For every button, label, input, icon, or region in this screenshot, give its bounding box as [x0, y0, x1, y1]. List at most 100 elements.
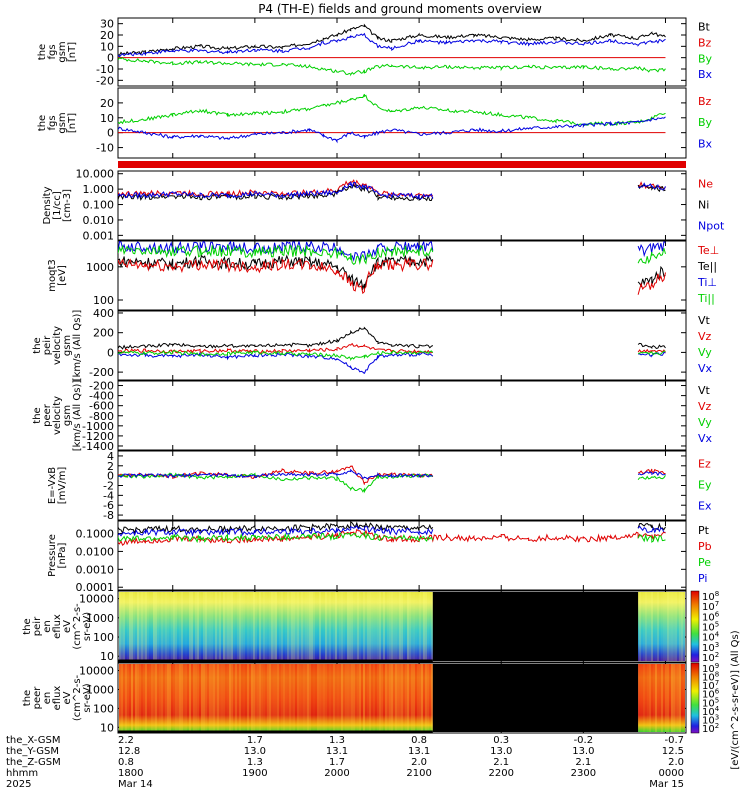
y-tick-label: -4 — [103, 489, 114, 502]
spectrogram-streak — [191, 664, 193, 732]
y-tick-label: 10 — [100, 721, 114, 734]
spectrogram-streak — [679, 592, 681, 661]
spectrogram-streak — [213, 592, 215, 661]
y-tick-label: 0.0100 — [76, 545, 115, 558]
spectrogram-streak — [177, 664, 179, 732]
y-tick-label: 0 — [107, 470, 114, 483]
spectrogram-streak — [683, 592, 685, 661]
y-tick-label: 1000 — [86, 261, 114, 274]
spectrogram-streak — [375, 664, 377, 732]
y-tick-label: 0.010 — [83, 214, 115, 227]
spectrogram-streak — [243, 664, 245, 732]
spectrogram-streak — [209, 664, 211, 732]
colorbar-tick-exponent: 2 — [715, 722, 719, 730]
spectrogram-streak — [333, 664, 335, 732]
footer-row-label: the_Z-GSM — [6, 757, 61, 768]
spectrogram-streak — [145, 592, 147, 661]
spectrogram-streak — [217, 592, 219, 661]
colorbar-tick-exponent: 6 — [715, 688, 720, 696]
spectrogram-streak — [421, 592, 423, 661]
spectrogram-streak — [409, 592, 411, 661]
panel-fgs_gsm_2: 20 10 0 -10 the fgs gsm [nT] Bz By Bx — [37, 87, 713, 159]
footer-cell: 12.5 — [662, 746, 684, 757]
spectrogram-streak — [257, 592, 259, 661]
footer-cell: 2000 — [324, 768, 349, 779]
spectrogram-streak — [153, 664, 155, 732]
spectrogram-streak — [215, 592, 217, 661]
plot-title: P4 (TH-E) fields and ground moments over… — [258, 2, 542, 16]
spectrogram-streak — [425, 592, 427, 661]
footer-cell: 13.0 — [244, 746, 266, 757]
spectrogram-streak — [429, 592, 431, 661]
spectrogram-streak — [639, 664, 641, 732]
series-te — [118, 257, 666, 295]
spectrogram-streak — [643, 592, 645, 661]
spectrogram-streak — [169, 664, 171, 732]
spectrogram-streak — [145, 664, 147, 732]
spectrogram-streak — [397, 664, 399, 732]
spectrogram-streak — [241, 592, 243, 661]
spectrogram-streak — [205, 592, 207, 661]
spectrogram-streak — [235, 592, 237, 661]
spectrogram-streak — [175, 664, 177, 732]
spectrogram-streak — [251, 592, 253, 661]
spectrogram-streak — [377, 664, 379, 732]
spectrogram-streak — [303, 664, 305, 732]
panel-peir_velocity: 400 200 0 -200 the peir velocity gsm [km/s (All … — [32, 307, 713, 381]
y-axis-label: (cm^2-s- — [72, 674, 83, 721]
spectrogram-streak — [423, 592, 425, 661]
spectrogram-streak — [139, 592, 141, 661]
spectrogram-streak — [675, 592, 677, 661]
spectrogram-streak — [283, 592, 285, 661]
spectrogram-streak — [171, 592, 173, 661]
spectrogram-streak — [261, 592, 263, 661]
y-tick-label: -200 — [89, 366, 114, 379]
spectrogram-streak — [197, 592, 199, 661]
y-axis-label: [mV/m] — [57, 467, 68, 505]
spectrogram-streak — [299, 592, 301, 661]
colorbar-strip — [690, 662, 700, 734]
spectrogram-streak — [323, 592, 325, 661]
y-axis-label: en — [42, 692, 53, 705]
spectrogram-streak — [231, 592, 233, 661]
spectrogram-streak — [385, 664, 387, 732]
spectrogram-streak — [267, 664, 269, 732]
spectrogram-streak — [677, 664, 679, 732]
legend-vt: Vt — [698, 384, 711, 397]
spectrogram-streak — [195, 664, 197, 732]
spectrogram-streak — [291, 592, 293, 661]
spectrogram-streak — [281, 664, 283, 732]
colorbar-tick-exponent: 5 — [715, 621, 719, 629]
spectrogram-streak — [233, 592, 235, 661]
y-tick-label: 10 — [100, 112, 114, 125]
y-axis-label: [nPa] — [57, 542, 68, 568]
spectrogram-streak — [361, 592, 363, 661]
spectrogram-streak — [253, 664, 255, 732]
spectrogram-streak — [649, 664, 651, 732]
y-tick-label: 0.0010 — [76, 563, 115, 576]
spectrogram-streak — [669, 664, 671, 732]
spectrogram-streak — [149, 592, 151, 661]
spectrogram-streak — [657, 592, 659, 661]
y-tick-label: -20 — [96, 74, 114, 87]
spectrogram-streak — [273, 592, 275, 661]
spectrogram-streak — [151, 592, 153, 661]
spectrogram-streak — [193, 592, 195, 661]
y-tick-label: 0.1000 — [76, 528, 115, 541]
spectrogram-streak — [273, 664, 275, 732]
spectrogram-streak — [291, 664, 293, 732]
spectrogram-streak — [309, 664, 311, 732]
spectrogram-streak — [655, 592, 657, 661]
spectrogram-streak — [167, 592, 169, 661]
spectrogram-streak — [671, 592, 673, 661]
spectrogram-streak — [233, 664, 235, 732]
spectrogram-streak — [223, 592, 225, 661]
spectrogram-streak — [395, 664, 397, 732]
spectrogram-streak — [237, 664, 239, 732]
y-axis-label: eflux — [52, 686, 63, 711]
spectrogram-streak — [247, 592, 249, 661]
spectrogram-streak — [645, 664, 647, 732]
legend-ti: Ti|| — [697, 292, 715, 305]
legend-vy: Vy — [698, 346, 712, 359]
